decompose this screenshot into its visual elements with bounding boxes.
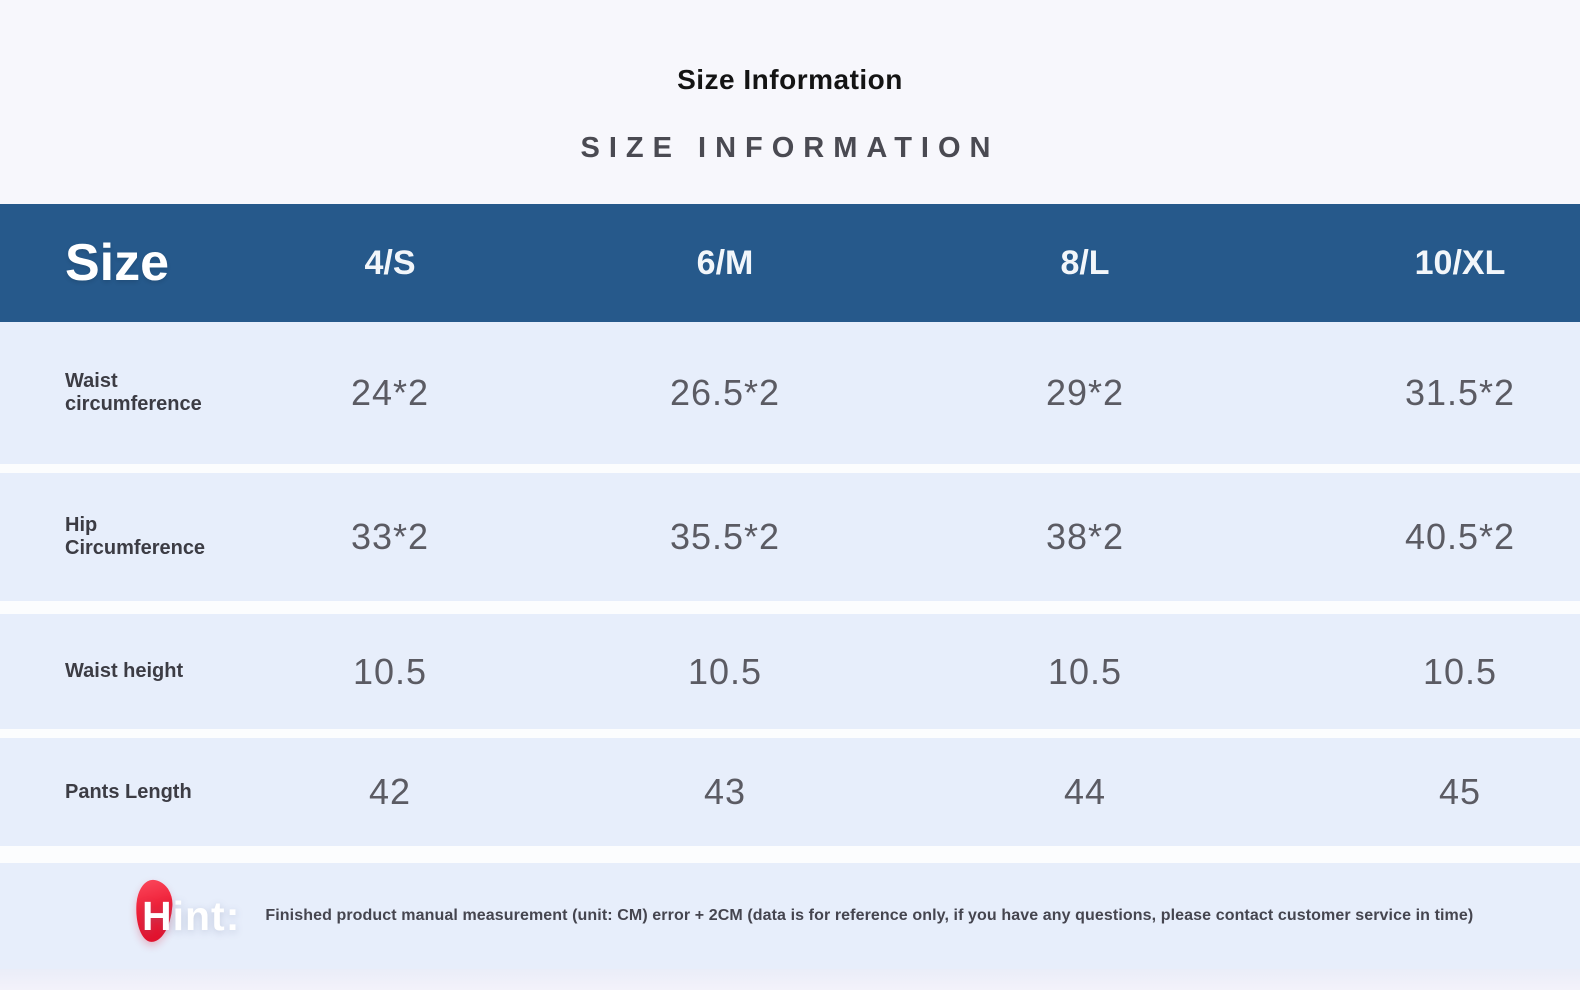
table-cell: 26.5*2 [669, 372, 781, 413]
row-label: Pants Length [65, 780, 192, 803]
table-cell: 43 [703, 771, 747, 812]
table-cell: 45 [1438, 771, 1482, 812]
page-subtitle: SIZE INFORMATION [580, 132, 1000, 164]
table-cell: 44 [1063, 771, 1107, 812]
hint-label-text: Hint: [142, 892, 241, 939]
row-label: Waist height [65, 660, 184, 682]
size-table: Size 4/S 6/M 8/L 10/XL Waist circumferen… [0, 204, 1580, 969]
row-label: Hip Circumference [65, 514, 206, 559]
table-cell: 10.5 [1422, 650, 1498, 692]
column-header-10xl: 10/XL [1414, 243, 1506, 282]
hint-text: Finished product manual measurement (uni… [265, 907, 1474, 924]
table-cell: 31.5*2 [1404, 372, 1516, 413]
table-cell: 40.5*2 [1404, 516, 1516, 557]
title-section: Size Information SIZE INFORMATION [0, 0, 1580, 204]
table-cell: 10.5 [352, 650, 428, 692]
table-cell: 29*2 [1045, 372, 1125, 413]
table-row-hip-circumference: Hip Circumference 33*2 35.5*2 38*2 40.5*… [0, 473, 1580, 601]
row-label: Waist circumference [65, 370, 202, 415]
table-row-waist-height: Waist height 10.5 10.5 10.5 10.5 [0, 614, 1580, 729]
table-cell: 24*2 [350, 372, 430, 413]
size-header-label: Size [65, 234, 170, 292]
table-row-waist-circumference: Waist circumference 24*2 26.5*2 29*2 31.… [0, 322, 1580, 464]
table-row-pants-length: Pants Length 42 43 44 45 [0, 738, 1580, 846]
bottom-strip [0, 969, 1580, 990]
column-header-6m: 6/M [696, 243, 754, 282]
table-cell: 42 [368, 771, 412, 812]
table-cell: 10.5 [1047, 650, 1123, 692]
page-title: Size Information [677, 64, 903, 95]
hint-label: Hint: [133, 878, 241, 943]
table-cell: 35.5*2 [669, 516, 781, 557]
size-table-header-row: Size 4/S 6/M 8/L 10/XL [0, 204, 1580, 322]
hint-row: Hint: Finished product manual measuremen… [0, 863, 1580, 969]
table-cell: 10.5 [687, 650, 763, 692]
column-header-4s: 4/S [364, 243, 416, 282]
table-cell: 38*2 [1045, 516, 1125, 557]
column-header-8l: 8/L [1060, 243, 1110, 282]
table-cell: 33*2 [350, 516, 430, 557]
